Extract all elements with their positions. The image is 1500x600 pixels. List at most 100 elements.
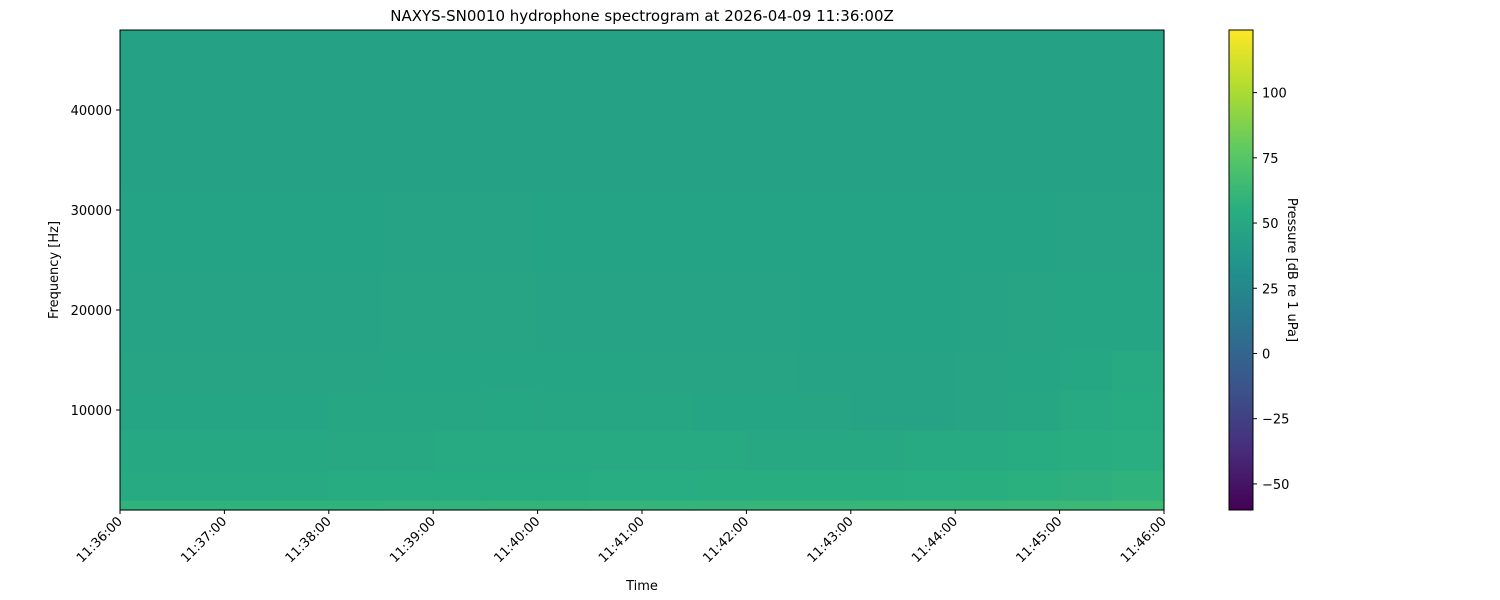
heatmap-cell: [850, 390, 904, 431]
heatmap-cell: [172, 470, 225, 501]
heatmap-cell: [381, 470, 434, 501]
heatmap-cell: [172, 500, 225, 511]
heatmap-cell: [903, 270, 956, 351]
heatmap-cell: [1059, 110, 1113, 191]
heatmap-cell: [1059, 190, 1113, 271]
x-tick-label: 11:44:00: [909, 514, 961, 566]
heatmap-cell: [642, 390, 695, 431]
heatmap-cell: [1059, 270, 1113, 351]
heatmap-cell: [433, 110, 486, 191]
heatmap-cell: [955, 430, 1008, 471]
heatmap-cell: [798, 430, 852, 471]
heatmap-cell: [642, 190, 695, 271]
colorbar-tick-label: −25: [1262, 413, 1289, 428]
heatmap-cell: [1007, 470, 1061, 501]
heatmap-cell: [694, 190, 747, 271]
heatmap-cell: [485, 430, 539, 471]
y-tick-label: 30000: [71, 204, 112, 219]
heatmap-cell: [328, 350, 382, 391]
heatmap-cell: [746, 500, 800, 511]
x-tick-label: 11:42:00: [700, 514, 752, 566]
x-tick-label: 11:40:00: [492, 514, 544, 566]
heatmap-cell: [485, 390, 539, 431]
heatmap-cell: [276, 110, 330, 191]
heatmap-cell: [642, 430, 695, 471]
heatmap-cell: [537, 30, 591, 111]
heatmap-cell: [850, 30, 904, 111]
heatmap-cell: [955, 190, 1008, 271]
heatmap-cell: [903, 430, 956, 471]
heatmap-cell: [694, 30, 747, 111]
heatmap-cell: [589, 190, 643, 271]
x-tick-label: 11:41:00: [596, 514, 648, 566]
heatmap-cell: [642, 30, 695, 111]
heatmap-cell: [1111, 390, 1165, 431]
y-axis-label: Frequency [Hz]: [47, 221, 62, 319]
heatmap-cell: [642, 110, 695, 191]
heatmap-cell: [589, 30, 643, 111]
heatmap-cell: [120, 190, 173, 271]
heatmap-cell: [276, 430, 330, 471]
heatmap-cell: [433, 270, 486, 351]
heatmap-cell: [1007, 350, 1061, 391]
heatmap-cell: [433, 30, 486, 111]
heatmap-cell: [903, 500, 956, 511]
heatmap-cell: [1059, 470, 1113, 501]
heatmap-cell: [224, 470, 278, 501]
heatmap-cell: [537, 190, 591, 271]
heatmap-cell: [120, 430, 173, 471]
heatmap-cell: [798, 110, 852, 191]
heatmap-cell: [694, 470, 747, 501]
heatmap-cell: [328, 270, 382, 351]
x-tick-label: 11:45:00: [1014, 514, 1066, 566]
heatmap-cell: [1111, 350, 1165, 391]
colorbar-tick-label: 0: [1262, 347, 1270, 362]
heatmap-cell: [589, 350, 643, 391]
heatmap-cell: [433, 470, 486, 501]
heatmap-cell: [589, 470, 643, 501]
heatmap-cell: [955, 470, 1008, 501]
heatmap-cell: [746, 270, 800, 351]
heatmap-cell: [120, 500, 173, 511]
heatmap-cell: [850, 110, 904, 191]
heatmap-cell: [746, 430, 800, 471]
heatmap-cell: [433, 350, 486, 391]
heatmap-cell: [694, 500, 747, 511]
heatmap-cell: [850, 430, 904, 471]
heatmap-cell: [224, 390, 278, 431]
heatmap-cell: [1111, 470, 1165, 501]
heatmap-cell: [172, 430, 225, 471]
heatmap-cell: [798, 30, 852, 111]
heatmap-cell: [955, 500, 1008, 511]
heatmap-cell: [589, 500, 643, 511]
heatmap-cell: [642, 470, 695, 501]
heatmap-cell: [1007, 190, 1061, 271]
heatmap-cell: [120, 30, 173, 111]
chart-title: NAXYS-SN0010 hydrophone spectrogram at 2…: [390, 7, 894, 25]
colorbar-tick-label: 100: [1262, 87, 1287, 102]
heatmap-cell: [276, 30, 330, 111]
heatmap-cell: [903, 110, 956, 191]
heatmap-cell: [328, 390, 382, 431]
heatmap-cell: [903, 190, 956, 271]
heatmap-cell: [224, 190, 278, 271]
heatmap-cell: [276, 470, 330, 501]
heatmap-cell: [642, 270, 695, 351]
heatmap-cell: [798, 190, 852, 271]
heatmap-cell: [903, 30, 956, 111]
heatmap-cell: [328, 430, 382, 471]
heatmap-cell: [850, 270, 904, 351]
heatmap-cell: [381, 430, 434, 471]
heatmap-cell: [798, 390, 852, 431]
x-tick-label: 11:46:00: [1118, 514, 1170, 566]
heatmap-cell: [798, 270, 852, 351]
y-tick-label: 20000: [71, 304, 112, 319]
heatmap-cell: [903, 470, 956, 501]
heatmap-cell: [850, 500, 904, 511]
heatmap-cell: [485, 350, 539, 391]
heatmap-cell: [1007, 30, 1061, 111]
heatmap-cell: [537, 500, 591, 511]
heatmap-cell: [172, 270, 225, 351]
heatmap-cell: [381, 350, 434, 391]
colorbar-tick-label: 25: [1262, 282, 1279, 297]
